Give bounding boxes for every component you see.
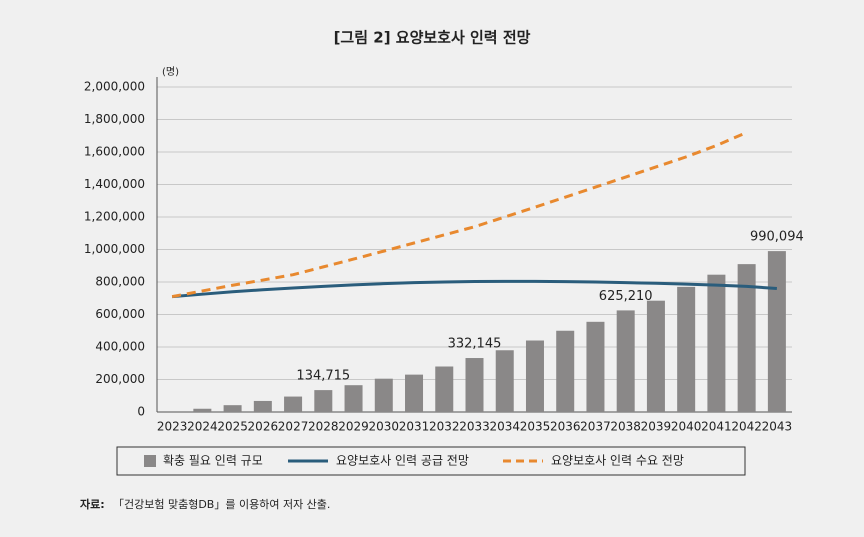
source-text: 「건강보험 맞춤형DB」를 이용하여 저자 산출. <box>113 497 330 511</box>
bar <box>525 340 544 412</box>
y-tick-label: 0 <box>137 405 145 419</box>
bar <box>344 385 363 412</box>
legend-label: 확충 필요 인력 규모 <box>163 454 263 468</box>
x-tick-label: 2039 <box>641 420 672 434</box>
y-tick-label: 600,000 <box>95 307 145 321</box>
bar <box>767 251 786 412</box>
y-tick-label: 2,000,000 <box>84 80 145 94</box>
x-tick-label: 2042 <box>731 420 762 434</box>
bar <box>435 366 454 412</box>
y-tick-label: 1,800,000 <box>84 112 145 126</box>
bar <box>465 358 484 412</box>
x-tick-label: 2040 <box>671 420 702 434</box>
legend-label: 요양보호사 인력 공급 전망 <box>336 454 469 468</box>
bar <box>495 350 514 412</box>
x-tick-label: 2035 <box>520 420 551 434</box>
y-tick-label: 200,000 <box>95 372 145 386</box>
bar <box>616 310 635 412</box>
y-tick-label: 1,400,000 <box>84 177 145 191</box>
x-tick-label: 2036 <box>550 420 581 434</box>
y-tick-label: 1,600,000 <box>84 145 145 159</box>
legend-box <box>116 446 746 476</box>
x-tick-label: 2031 <box>399 420 430 434</box>
x-tick-label: 2023 <box>157 420 188 434</box>
line <box>171 279 777 299</box>
value-label: 134,715 <box>296 369 350 384</box>
bar <box>405 374 424 412</box>
bar <box>556 330 575 412</box>
chart-title: [그림 2] 요양보호사 인력 전망 <box>334 29 531 47</box>
x-tick-label: 2024 <box>187 420 218 434</box>
value-label: 625,210 <box>599 289 653 304</box>
y-tick-label: 400,000 <box>95 340 145 354</box>
x-tick-label: 2029 <box>338 420 369 434</box>
source-label: 자료: <box>80 497 105 511</box>
legend-label: 요양보호사 인력 수요 전망 <box>551 454 684 468</box>
x-tick-label: 2037 <box>580 420 611 434</box>
bar <box>223 405 242 412</box>
bar <box>737 264 756 412</box>
x-tick-label: 2032 <box>429 420 460 434</box>
bar <box>707 274 726 412</box>
bar <box>314 390 333 412</box>
value-label: 990,094 <box>750 230 804 245</box>
y-unit: (명) <box>162 66 179 78</box>
x-tick-label: 2026 <box>248 420 279 434</box>
y-tick-label: 1,200,000 <box>84 210 145 224</box>
x-tick-label: 2041 <box>701 420 732 434</box>
line <box>171 131 748 299</box>
bar <box>646 300 665 412</box>
y-tick-label: 1,000,000 <box>84 242 145 256</box>
legend-swatch <box>144 455 156 467</box>
x-tick-label: 2043 <box>762 420 793 434</box>
bar <box>253 400 272 412</box>
x-tick-label: 2030 <box>369 420 400 434</box>
x-tick-label: 2028 <box>308 420 339 434</box>
bar <box>586 321 605 412</box>
x-tick-label: 2038 <box>610 420 641 434</box>
bar <box>677 286 696 412</box>
value-label: 332,145 <box>448 337 502 352</box>
x-tick-label: 2027 <box>278 420 309 434</box>
bar <box>193 408 212 412</box>
bar <box>284 396 303 412</box>
x-tick-label: 2033 <box>459 420 490 434</box>
bar <box>374 378 393 412</box>
x-tick-label: 2034 <box>489 420 520 434</box>
y-tick-label: 800,000 <box>95 275 145 289</box>
x-tick-label: 2025 <box>217 420 248 434</box>
